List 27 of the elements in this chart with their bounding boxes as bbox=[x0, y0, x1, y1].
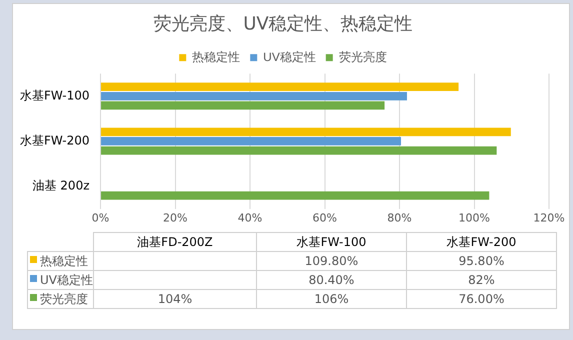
x-tick-label: 60% bbox=[312, 211, 337, 224]
legend-label: 热稳定性 bbox=[28, 252, 94, 270]
category-label: 水基FW-200 bbox=[406, 232, 556, 252]
data-label: 106% bbox=[256, 290, 406, 308]
data-label: 82% bbox=[406, 270, 556, 290]
x-tick-label: 100% bbox=[458, 211, 490, 224]
data-label: 76.00% bbox=[406, 290, 556, 308]
chart-title: 荧光亮度、UV稳定性、热稳定性 bbox=[153, 13, 413, 34]
category-label: 水基FW-100 bbox=[256, 232, 406, 252]
legend-label: 热稳定性 bbox=[192, 50, 240, 64]
x-tick-label: 20% bbox=[163, 211, 188, 224]
legend-label: UV稳定性 bbox=[28, 270, 94, 290]
y-tick-label: 水基FW-100 bbox=[20, 88, 90, 102]
legend-label: UV稳定性 bbox=[263, 50, 316, 64]
category-label: 油基FD-200Z bbox=[94, 232, 256, 252]
legend-label: 荧光亮度 bbox=[338, 50, 387, 64]
data-label: 104% bbox=[94, 290, 256, 308]
data-label: 80.40% bbox=[256, 270, 406, 290]
x-tick-label: 80% bbox=[387, 211, 412, 224]
y-tick-label: 水基FW-200 bbox=[20, 133, 90, 148]
x-tick-label: 120% bbox=[533, 211, 565, 224]
data-label: 109.80% bbox=[256, 252, 406, 270]
data-label: 95.80% bbox=[406, 252, 556, 270]
x-tick-label: 0% bbox=[92, 211, 110, 224]
y-tick-label: 油基 200z bbox=[32, 178, 90, 192]
legend-label: 荧光亮度 bbox=[28, 290, 94, 308]
x-tick-label: 40% bbox=[238, 211, 262, 224]
